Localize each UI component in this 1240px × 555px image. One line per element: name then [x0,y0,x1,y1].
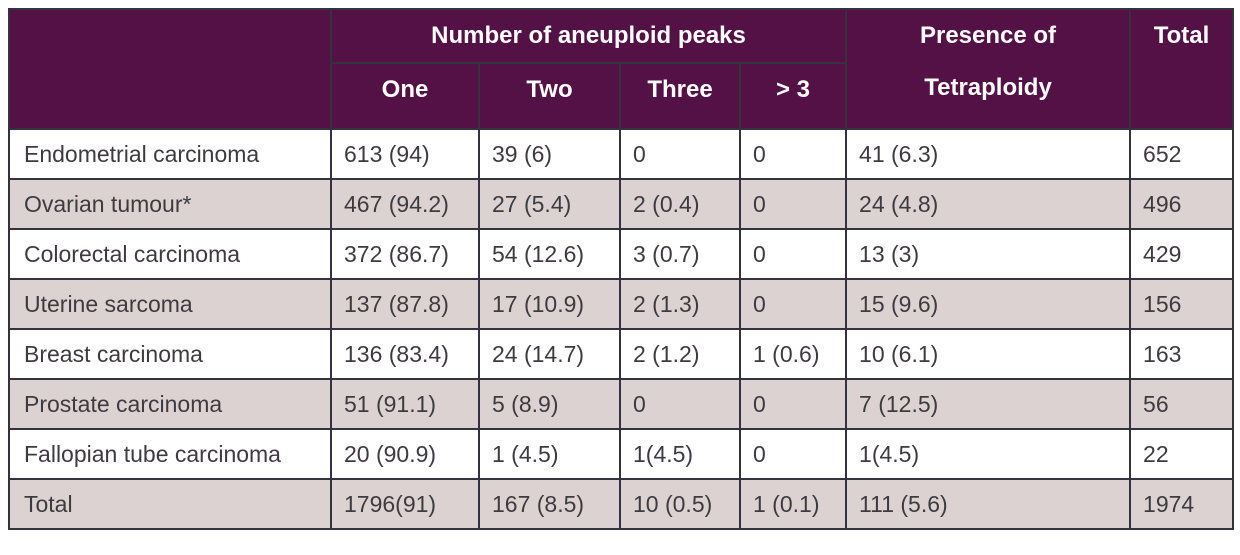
column-header-total: Total [1129,8,1235,130]
table-row-total: Total 1796(91) 167 (8.5) 10 (0.5) 1 (0.1… [8,478,1235,530]
cell: 22 [1129,428,1235,480]
table-row: Breast carcinoma 136 (83.4) 24 (14.7) 2 … [8,328,1235,380]
tetraploidy-header-line2: Tetraploidy [924,74,1052,101]
cell: 136 (83.4) [330,328,480,380]
cell: 24 (14.7) [478,328,621,380]
cell: 2 (0.4) [619,178,741,230]
cell: 0 [738,228,848,280]
column-header-tetraploidy: Presence of Tetraploidy [845,8,1132,130]
column-header-gt3: > 3 [738,62,848,130]
cell: 0 [738,428,848,480]
cell: 0 [738,378,848,430]
cell: 1(4.5) [845,428,1132,480]
cell: 13 (3) [845,228,1132,280]
cell: 24 (4.8) [845,178,1132,230]
cell: 10 (0.5) [619,478,741,530]
cell: 15 (9.6) [845,278,1132,330]
table-row: Prostate carcinoma 51 (91.1) 5 (8.9) 0 0… [8,378,1235,430]
cell: 0 [619,128,741,180]
cell: 137 (87.8) [330,278,480,330]
table-row: Fallopian tube carcinoma 20 (90.9) 1 (4.… [8,428,1235,480]
cell: 156 [1129,278,1235,330]
row-label: Uterine sarcoma [8,278,332,330]
column-header-two: Two [478,62,621,130]
aneuploid-peaks-table: Number of aneuploid peaks Presence of Te… [8,8,1235,530]
table-row: Endometrial carcinoma 613 (94) 39 (6) 0 … [8,128,1235,180]
group-header-aneuploid-peaks: Number of aneuploid peaks [329,8,848,64]
corner-cell [8,8,332,130]
cell: 467 (94.2) [330,178,480,230]
cell: 163 [1129,328,1235,380]
table-row: Ovarian tumour* 467 (94.2) 27 (5.4) 2 (0… [8,178,1235,230]
cell: 3 (0.7) [619,228,741,280]
cell: 1 (4.5) [478,428,621,480]
cell: 27 (5.4) [478,178,621,230]
cell: 0 [619,378,741,430]
cell: 1796(91) [330,478,480,530]
cell: 652 [1129,128,1235,180]
row-label: Total [8,478,332,530]
cell: 1 (0.6) [738,328,848,380]
table-row: Uterine sarcoma 137 (87.8) 17 (10.9) 2 (… [8,278,1235,330]
row-label: Breast carcinoma [8,328,332,380]
cell: 2 (1.3) [619,278,741,330]
cell: 1974 [1129,478,1235,530]
cell: 429 [1129,228,1235,280]
cell: 1(4.5) [619,428,741,480]
cell: 56 [1129,378,1235,430]
cell: 0 [738,278,848,330]
row-label: Endometrial carcinoma [8,128,332,180]
cell: 1 (0.1) [738,478,848,530]
cell: 167 (8.5) [478,478,621,530]
cell: 0 [738,128,848,180]
row-label: Ovarian tumour* [8,178,332,230]
row-label: Fallopian tube carcinoma [8,428,332,480]
column-header-one: One [330,62,480,130]
row-label: Prostate carcinoma [8,378,332,430]
cell: 10 (6.1) [845,328,1132,380]
cell: 39 (6) [478,128,621,180]
cell: 20 (90.9) [330,428,480,480]
tetraploidy-header-line1: Presence of [919,22,1057,49]
cell: 372 (86.7) [330,228,480,280]
cell: 613 (94) [330,128,480,180]
cell: 0 [738,178,848,230]
cell: 54 (12.6) [478,228,621,280]
cell: 7 (12.5) [845,378,1132,430]
table-row: Colorectal carcinoma 372 (86.7) 54 (12.6… [8,228,1235,280]
cell: 51 (91.1) [330,378,480,430]
table-body: Endometrial carcinoma 613 (94) 39 (6) 0 … [8,128,1235,530]
cell: 2 (1.2) [619,328,741,380]
cell: 496 [1129,178,1235,230]
cell: 5 (8.9) [478,378,621,430]
cell: 41 (6.3) [845,128,1132,180]
table-header: Number of aneuploid peaks Presence of Te… [8,8,1235,130]
cell: 17 (10.9) [478,278,621,330]
row-label: Colorectal carcinoma [8,228,332,280]
cell: 111 (5.6) [845,478,1132,530]
column-header-three: Three [619,62,741,130]
